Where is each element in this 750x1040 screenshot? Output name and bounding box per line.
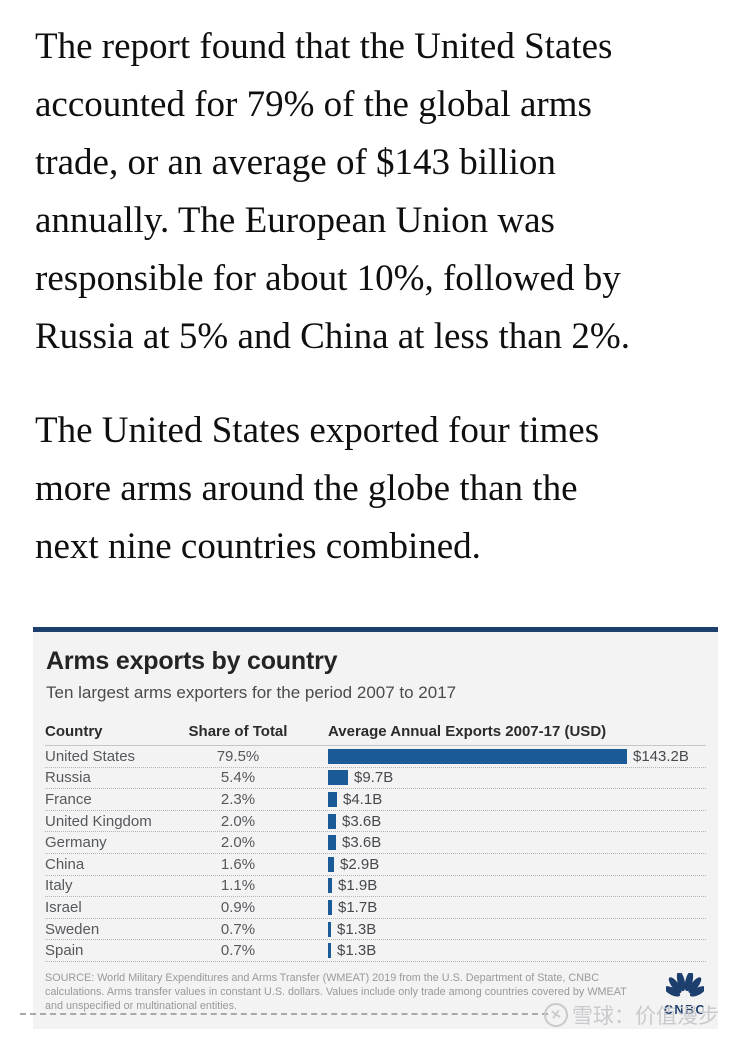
cnbc-peacock-icon [664, 971, 706, 1004]
country-cell: China [45, 855, 85, 873]
bar-cell: $2.9B [291, 856, 706, 873]
column-header-exports: Average Annual Exports 2007-17 (USD) [328, 723, 607, 740]
export-value: $9.7B [354, 769, 394, 787]
country-cell: Russia [45, 769, 91, 787]
bar-cell: $1.3B [291, 921, 706, 938]
chart-accent-bar [33, 627, 718, 632]
country-cell: France [45, 790, 92, 808]
table-rows: United States 79.5% $143.2B Russia 5.4% … [45, 746, 706, 962]
export-value: $3.6B [342, 812, 382, 830]
export-bar [328, 813, 336, 829]
bar-cell: $4.1B [291, 791, 706, 808]
share-cell: 79.5% [216, 747, 260, 765]
article-paragraph: The United States exported four times mor… [35, 402, 735, 576]
bar-cell: $1.3B [291, 942, 706, 959]
table-row: Sweden 0.7% $1.3B [45, 919, 706, 941]
table-row: France 2.3% $4.1B [45, 789, 706, 811]
export-value: $2.9B [340, 855, 380, 873]
country-cell: Italy [45, 877, 73, 895]
export-bar [328, 770, 348, 786]
table-row: United States 79.5% $143.2B [45, 746, 706, 768]
table-header: Country Share of Total Average Annual Ex… [45, 723, 706, 746]
share-cell: 2.3% [220, 790, 256, 808]
text-line: annually. The European Union was [35, 200, 555, 241]
article-paragraph: The report found that the United States a… [35, 18, 735, 366]
bar-cell: $1.7B [291, 899, 706, 916]
bar-cell: $3.6B [291, 813, 706, 830]
text-line: trade, or an average of $143 billion [35, 142, 556, 183]
xueqiu-watermark: ✕ 雪球：价值漫步 [542, 1000, 719, 1030]
chart-subtitle: Ten largest arms exporters for the perio… [46, 683, 457, 702]
share-cell: 2.0% [220, 834, 256, 852]
country-cell: Spain [45, 942, 84, 960]
table-row: United Kingdom 2.0% $3.6B [45, 811, 706, 833]
text-line: Russia at 5% and China at less than 2%. [35, 316, 630, 357]
chart-body: Arms exports by country Ten largest arms… [33, 632, 718, 1029]
bar-cell: $1.9B [291, 877, 706, 894]
share-cell: 0.7% [220, 942, 256, 960]
country-cell: Sweden [45, 920, 100, 938]
export-value: $143.2B [633, 747, 689, 765]
country-cell: Israel [45, 898, 82, 916]
export-bar [328, 748, 627, 764]
share-cell: 1.1% [220, 877, 256, 895]
table-row: Germany 2.0% $3.6B [45, 832, 706, 854]
export-value: $1.3B [337, 942, 377, 960]
text-line: next nine countries combined. [35, 526, 481, 567]
export-value: $1.3B [337, 920, 377, 938]
export-value: $3.6B [342, 834, 382, 852]
table-row: Spain 0.7% $1.3B [45, 940, 706, 962]
bar-cell: $9.7B [291, 769, 706, 786]
export-bar [328, 878, 332, 894]
table-row: China 1.6% $2.9B [45, 854, 706, 876]
export-bar [328, 921, 331, 937]
export-bar [328, 856, 334, 872]
article-body: The report found that the United States a… [35, 18, 735, 576]
arms-exports-chart: Arms exports by country Ten largest arms… [33, 627, 718, 1029]
watermark-text: 雪球：价值漫步 [572, 1005, 719, 1028]
source-note: SOURCE: World Military Expenditures and … [45, 971, 627, 1012]
share-cell: 0.9% [220, 898, 256, 916]
export-value: $1.9B [338, 877, 378, 895]
export-bar [328, 899, 332, 915]
xueqiu-logo-icon: ✕ [542, 1001, 570, 1029]
share-cell: 0.7% [220, 920, 256, 938]
table-row: Russia 5.4% $9.7B [45, 768, 706, 790]
export-bar [328, 943, 331, 959]
text-line: The United States exported four times [35, 410, 600, 451]
text-line: responsible for about 10%, followed by [35, 258, 621, 299]
cnbc-logo-text: CNBC [663, 1002, 706, 1017]
text-line: The report found that the United States [35, 26, 613, 67]
table-row: Italy 1.1% $1.9B [45, 876, 706, 898]
bar-cell: $3.6B [291, 834, 706, 851]
share-cell: 5.4% [220, 769, 256, 787]
chart-title: Arms exports by country [46, 647, 338, 675]
source-row: SOURCE: World Military Expenditures and … [45, 971, 706, 1017]
country-cell: United Kingdom [45, 812, 152, 830]
share-cell: 1.6% [220, 855, 256, 873]
table-row: Israel 0.9% $1.7B [45, 897, 706, 919]
country-cell: United States [45, 747, 136, 765]
country-cell: Germany [45, 834, 107, 852]
text-line: more arms around the globe than the [35, 468, 578, 509]
column-header-country: Country [45, 723, 103, 740]
share-cell: 2.0% [220, 812, 256, 830]
text-line: accounted for 79% of the global arms [35, 84, 592, 125]
export-bar [328, 835, 336, 851]
export-value: $1.7B [338, 898, 378, 916]
dashed-divider [20, 1013, 548, 1015]
column-header-share: Share of Total [188, 723, 288, 740]
export-bar [328, 791, 337, 807]
bar-cell: $143.2B [291, 748, 706, 765]
cnbc-logo: CNBC [663, 971, 706, 1017]
export-value: $4.1B [343, 790, 383, 808]
